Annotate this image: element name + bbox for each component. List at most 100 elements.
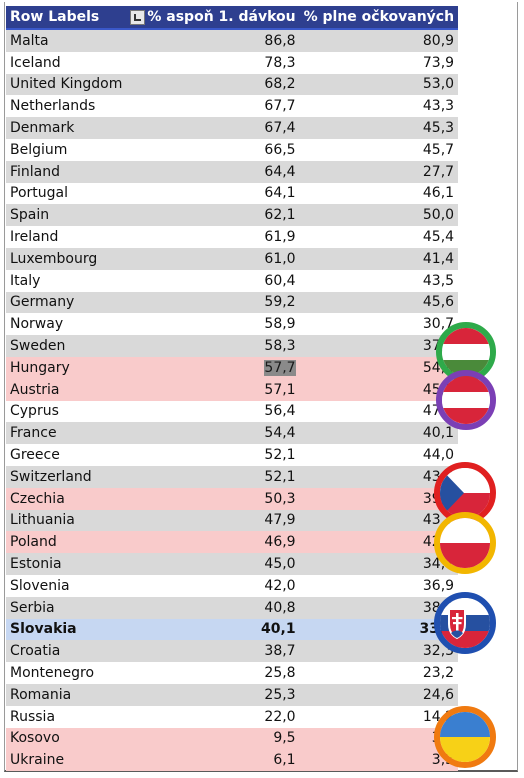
table-row[interactable]: Iceland 78,3 73,9: [6, 51, 459, 74]
table-row[interactable]: Ukraine 6,1 3,3: [6, 749, 459, 772]
country-cell[interactable]: Romania: [6, 683, 127, 706]
fully-vaccinated-cell[interactable]: 41,4: [299, 247, 459, 270]
fully-vaccinated-cell[interactable]: 45,4: [299, 226, 459, 248]
country-cell[interactable]: Serbia: [6, 596, 127, 619]
fully-vaccinated-cell[interactable]: 23,2: [299, 662, 459, 684]
first-dose-cell[interactable]: 57,1: [126, 378, 300, 401]
country-cell[interactable]: Luxembourg: [6, 247, 127, 270]
country-cell[interactable]: Belgium: [6, 138, 127, 161]
fully-vaccinated-cell[interactable]: 44,0: [299, 444, 459, 466]
table-row[interactable]: Croatia 38,7 32,3: [6, 640, 459, 663]
fully-vaccinated-cell[interactable]: 43,5: [299, 269, 459, 292]
fully-vaccinated-cell[interactable]: 36,9: [299, 574, 459, 597]
table-row[interactable]: Ireland 61,9 45,4: [6, 226, 459, 248]
first-dose-cell[interactable]: 60,4: [126, 269, 300, 292]
fully-vaccinated-cell[interactable]: 32,3: [299, 640, 459, 663]
country-cell[interactable]: United Kingdom: [6, 73, 127, 96]
country-cell[interactable]: Montenegro: [6, 662, 127, 684]
country-cell[interactable]: Netherlands: [6, 95, 127, 118]
first-dose-cell[interactable]: 67,4: [126, 117, 300, 139]
table-row[interactable]: Serbia 40,8 38,9: [6, 596, 459, 619]
table-row[interactable]: Lithuania 47,9 43,2: [6, 509, 459, 532]
first-dose-cell[interactable]: 59,2: [126, 291, 300, 314]
country-cell[interactable]: Germany: [6, 291, 127, 314]
country-cell[interactable]: Czechia: [6, 487, 127, 510]
first-dose-cell[interactable]: 47,9: [126, 509, 300, 532]
fully-vaccinated-cell[interactable]: 30,7: [299, 313, 459, 336]
table-row[interactable]: United Kingdom 68,2 53,0: [6, 73, 459, 96]
fully-vaccinated-cell[interactable]: 40,1: [299, 422, 459, 445]
first-dose-cell[interactable]: 45,0: [126, 553, 300, 575]
table-row[interactable]: Netherlands 67,7 43,3: [6, 95, 459, 118]
country-cell[interactable]: Portugal: [6, 182, 127, 205]
fully-vaccinated-cell[interactable]: 73,9: [299, 51, 459, 74]
fully-vaccinated-cell[interactable]: 80,9: [299, 29, 459, 52]
first-dose-cell[interactable]: 86,8: [126, 29, 300, 52]
table-row[interactable]: Sweden 58,3 37,2: [6, 335, 459, 357]
fully-vaccinated-cell[interactable]: 34,7: [299, 553, 459, 575]
first-dose-cell[interactable]: 40,8: [126, 596, 300, 619]
first-dose-cell[interactable]: 25,3: [126, 683, 300, 706]
table-row[interactable]: Norway 58,9 30,7: [6, 313, 459, 336]
table-row[interactable]: Malta 86,8 80,9: [6, 29, 459, 52]
table-row[interactable]: Luxembourg 61,0 41,4: [6, 247, 459, 270]
first-dose-cell[interactable]: 40,1: [126, 618, 300, 641]
first-dose-cell[interactable]: 62,1: [126, 204, 300, 227]
country-cell[interactable]: Cyprus: [6, 400, 127, 423]
table-row[interactable]: Italy 60,4 43,5: [6, 269, 459, 292]
table-row[interactable]: Greece 52,1 44,0: [6, 444, 459, 466]
country-cell[interactable]: Malta: [6, 29, 127, 52]
country-cell[interactable]: Poland: [6, 531, 127, 554]
table-row[interactable]: Czechia 50,3 39,6: [6, 487, 459, 510]
table-row[interactable]: Belgium 66,5 45,7: [6, 138, 459, 161]
country-cell[interactable]: Greece: [6, 444, 127, 466]
fully-vaccinated-cell[interactable]: 45,6: [299, 291, 459, 314]
first-dose-cell[interactable]: 57,7: [126, 356, 300, 379]
fully-vaccinated-cell[interactable]: 45,7: [299, 138, 459, 161]
first-dose-cell[interactable]: 38,7: [126, 640, 300, 663]
country-cell[interactable]: Denmark: [6, 117, 127, 139]
first-dose-cell[interactable]: 22,0: [126, 705, 300, 728]
table-row[interactable]: Portugal 64,1 46,1: [6, 182, 459, 205]
fully-vaccinated-cell[interactable]: 50,0: [299, 204, 459, 227]
fully-vaccinated-cell[interactable]: 37,2: [299, 335, 459, 357]
table-row[interactable]: Spain 62,1 50,0: [6, 204, 459, 227]
first-dose-cell[interactable]: 46,9: [126, 531, 300, 554]
table-row[interactable]: Slovakia 40,1 33,7: [6, 618, 459, 641]
country-cell[interactable]: France: [6, 422, 127, 445]
country-cell[interactable]: Austria: [6, 378, 127, 401]
country-cell[interactable]: Croatia: [6, 640, 127, 663]
fully-vaccinated-cell[interactable]: 47,8: [299, 400, 459, 423]
first-dose-cell[interactable]: 68,2: [126, 73, 300, 96]
fully-vaccinated-cell[interactable]: 14,2: [299, 705, 459, 728]
table-row[interactable]: Hungary 57,7 54,8: [6, 356, 459, 379]
country-cell[interactable]: Slovenia: [6, 574, 127, 597]
fully-vaccinated-cell[interactable]: 45,1: [299, 378, 459, 401]
table-row[interactable]: Germany 59,2 45,6: [6, 291, 459, 314]
first-dose-cell[interactable]: 52,1: [126, 444, 300, 466]
fully-vaccinated-cell[interactable]: 45,3: [299, 117, 459, 139]
first-dose-cell[interactable]: 66,5: [126, 138, 300, 161]
first-dose-cell[interactable]: 61,0: [126, 247, 300, 270]
fully-vaccinated-cell[interactable]: 43,3: [299, 95, 459, 118]
first-dose-cell[interactable]: 52,1: [126, 465, 300, 488]
country-cell[interactable]: Ukraine: [6, 749, 127, 772]
fully-vaccinated-cell[interactable]: 43,2: [299, 509, 459, 532]
fully-vaccinated-cell[interactable]: 3,3: [299, 749, 459, 772]
table-row[interactable]: Finland 64,4 27,7: [6, 160, 459, 183]
table-row[interactable]: Cyprus 56,4 47,8: [6, 400, 459, 423]
fully-vaccinated-cell[interactable]: 46,1: [299, 182, 459, 205]
first-dose-cell[interactable]: 42,0: [126, 574, 300, 597]
table-row[interactable]: Montenegro 25,8 23,2: [6, 662, 459, 684]
first-dose-cell[interactable]: 64,1: [126, 182, 300, 205]
first-dose-cell[interactable]: 61,9: [126, 226, 300, 248]
table-row[interactable]: Slovenia 42,0 36,9: [6, 574, 459, 597]
country-cell[interactable]: Norway: [6, 313, 127, 336]
country-cell[interactable]: Lithuania: [6, 509, 127, 532]
first-dose-cell[interactable]: 64,4: [126, 160, 300, 183]
table-row[interactable]: Austria 57,1 45,1: [6, 378, 459, 401]
country-cell[interactable]: Hungary: [6, 356, 127, 379]
first-dose-cell[interactable]: 9,5: [126, 727, 300, 750]
fully-vaccinated-cell[interactable]: 54,8: [299, 356, 459, 379]
